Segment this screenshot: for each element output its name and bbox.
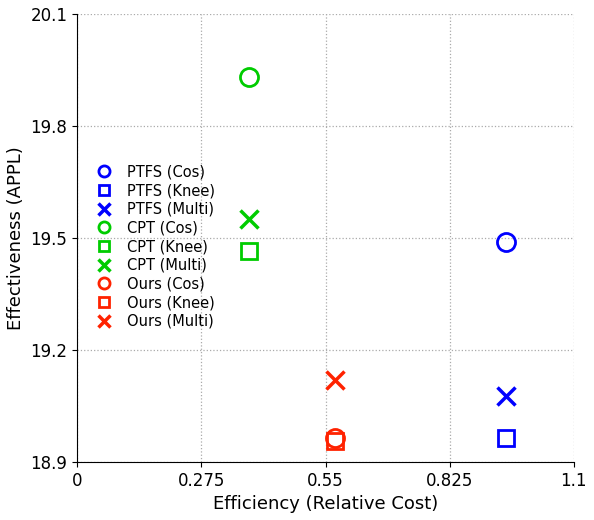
Y-axis label: Effectiveness (APPL): Effectiveness (APPL) <box>7 146 25 330</box>
Legend: PTFS (Cos), PTFS (Knee), PTFS (Multi), CPT (Cos), CPT (Knee), CPT (Multi), Ours : PTFS (Cos), PTFS (Knee), PTFS (Multi), C… <box>90 164 216 329</box>
X-axis label: Efficiency (Relative Cost): Efficiency (Relative Cost) <box>213 495 438 513</box>
